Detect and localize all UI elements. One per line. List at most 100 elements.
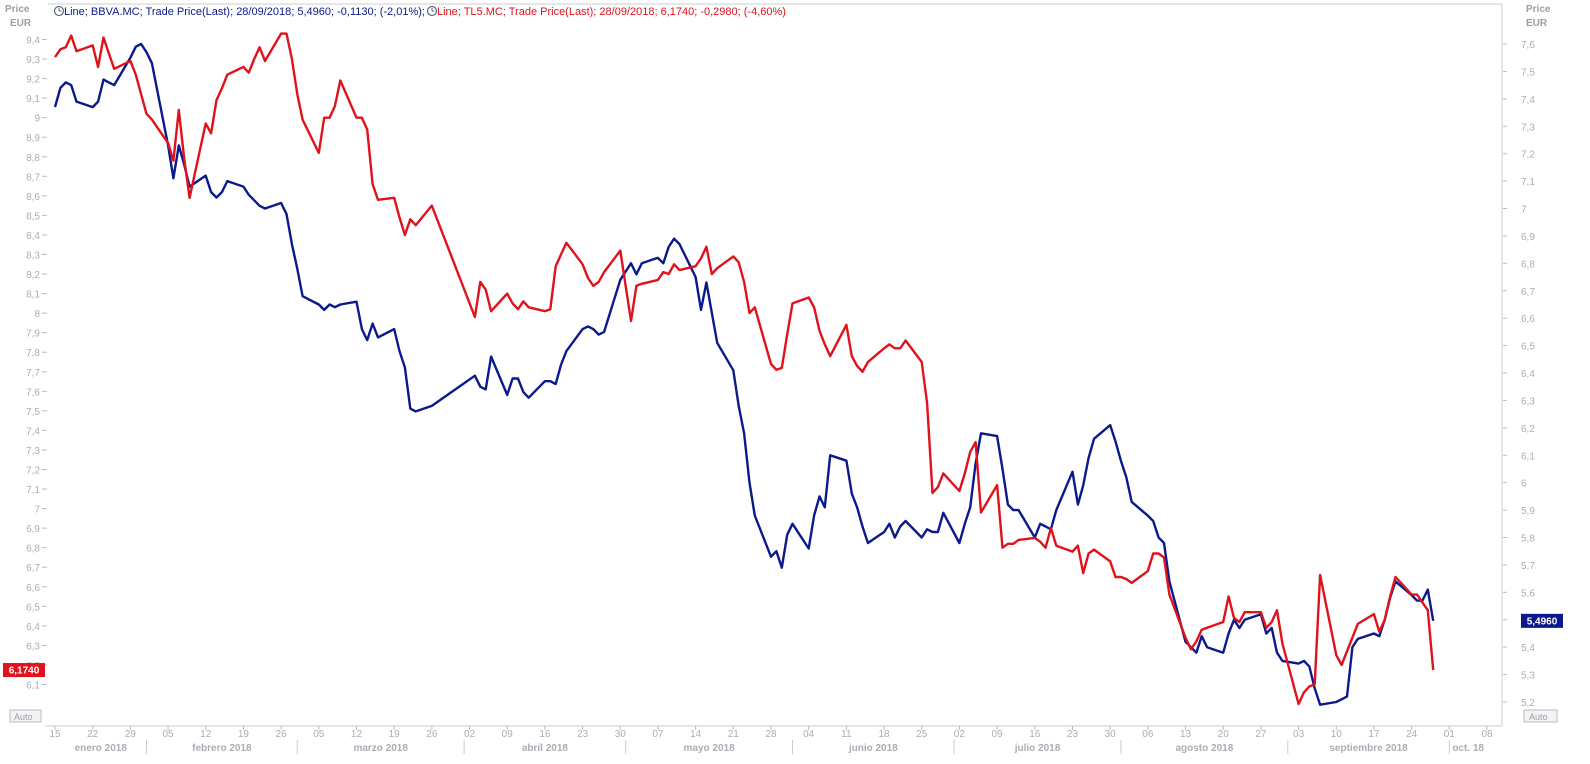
legend-item-bbva[interactable]: Line; BBVA.MC; Trade Price(Last); 28/09/…: [53, 5, 425, 18]
right-auto-button[interactable]: Auto: [1523, 709, 1558, 723]
right-tick-label: 6,6: [1521, 314, 1535, 325]
right-tick-label: 7,5: [1521, 67, 1535, 78]
last-price-label: 5,4960: [1527, 616, 1558, 627]
right-auto-label: Auto: [1529, 712, 1548, 722]
month-labels: enero 2018 febrero 2018 marzo 2018 abril 20…: [75, 740, 1484, 754]
x-tick-label: 09: [992, 729, 1004, 740]
right-axis: 7,6 7,5 7,4 7,3 7,2 7,1 7 6,9 6,8 6,7 6,6 6,5 6,4 6,3…: [1503, 40, 1535, 709]
left-tick-label: 7,5: [26, 407, 40, 418]
x-tick-label: 24: [1406, 729, 1418, 740]
x-tick-label: 07: [652, 729, 664, 740]
series-line-tl5-mc: [54, 32, 1435, 706]
left-axis-title-price: Price: [5, 4, 30, 15]
right-tick-label: 5,7: [1521, 561, 1535, 572]
left-tick-label: 7,8: [26, 348, 40, 359]
x-tick-label: 25: [916, 729, 928, 740]
x-tick-label: 30: [1105, 729, 1117, 740]
right-tick-label: 7,3: [1521, 122, 1535, 133]
legend-text-tl5: Line; TL5.MC; Trade Price(Last); 28/09/2…: [437, 6, 786, 18]
left-auto-button[interactable]: Auto: [9, 709, 42, 723]
last-price-badge: [3, 663, 45, 678]
right-tick-label: 5,6: [1521, 588, 1535, 599]
month-label: julio 2018: [1014, 743, 1061, 754]
right-tick-label: 6: [1521, 479, 1527, 490]
left-tick-label: 8,2: [26, 270, 40, 281]
left-axis: 9,4 9,3 9,2 9,1 9 8,9 8,8 8,7 8,6 8,5 8,4 8,3 8,2 8,1…: [26, 36, 47, 692]
series-lines: [53, 32, 1435, 706]
right-tick-label: 5,4: [1521, 643, 1535, 654]
left-tick-label: 6,1: [26, 681, 40, 692]
x-tick-label: 08: [1481, 729, 1493, 740]
left-tick-label: 7,1: [26, 485, 40, 496]
right-axis-title-unit: EUR: [1526, 18, 1548, 29]
left-tick-label: 6,8: [26, 544, 40, 555]
right-tick-label: 5,3: [1521, 671, 1535, 682]
x-tick-label: 26: [426, 729, 438, 740]
x-tick-label: 11: [841, 729, 852, 740]
left-tick-label: 7,2: [26, 466, 40, 477]
left-tick-label: 6,4: [26, 622, 40, 633]
x-tick-label: 29: [125, 729, 137, 740]
x-tick-label: 19: [238, 729, 250, 740]
x-tick-label: 16: [539, 729, 551, 740]
left-axis-title-unit: EUR: [10, 18, 32, 29]
left-tick-label: 9,2: [26, 75, 40, 86]
x-tick-label: 13: [1180, 729, 1192, 740]
x-tick-label: 03: [1293, 729, 1305, 740]
x-tick-label: 04: [803, 729, 815, 740]
left-tick-label: 6,7: [26, 563, 40, 574]
right-tick-label: 6,7: [1521, 287, 1535, 298]
left-tick-label: 6,6: [26, 583, 40, 594]
legend: Line; BBVA.MC; Trade Price(Last); 28/09/…: [53, 5, 786, 18]
left-tick-label: 8,7: [26, 172, 40, 183]
x-tick-label: 06: [1142, 729, 1154, 740]
x-tick-label: 09: [502, 729, 514, 740]
left-tick-label: 8,6: [26, 192, 40, 203]
month-label: abril 2018: [522, 743, 569, 754]
month-label: mayo 2018: [684, 743, 736, 754]
right-tick-label: 6,1: [1521, 451, 1535, 462]
right-tick-label: 6,5: [1521, 342, 1535, 353]
x-tick-label: 02: [464, 729, 476, 740]
x-tick-label: 14: [690, 729, 702, 740]
left-tick-label: 7,3: [26, 446, 40, 457]
left-tick-label: 9,4: [26, 36, 40, 47]
x-tick-label: 22: [87, 729, 99, 740]
left-tick-label: 7,7: [26, 368, 40, 379]
x-tick-label: 21: [728, 729, 740, 740]
x-tick-label: 19: [389, 729, 401, 740]
x-tick-label: 20: [1218, 729, 1230, 740]
x-tick-label: 30: [615, 729, 627, 740]
right-axis-title-price: Price: [1526, 4, 1551, 15]
legend-item-tl5[interactable]: Line; TL5.MC; Trade Price(Last); 28/09/2…: [426, 5, 786, 18]
right-tick-label: 7,2: [1521, 150, 1535, 161]
month-label: agosto 2018: [1175, 743, 1233, 754]
series-line-bbva-mc: [53, 42, 1435, 706]
right-tick-label: 6,9: [1521, 232, 1535, 243]
left-tick-label: 7,4: [26, 426, 40, 437]
right-tick-label: 5,9: [1521, 506, 1535, 517]
left-tick-label: 6,9: [26, 524, 40, 535]
right-tick-label: 6,3: [1521, 396, 1535, 407]
right-tick-label: 5,2: [1521, 698, 1535, 709]
left-tick-label: 9,1: [26, 94, 40, 105]
legend-text-bbva: Line; BBVA.MC; Trade Price(Last); 28/09/…: [64, 6, 425, 18]
left-tick-label: 8,3: [26, 251, 40, 262]
right-tick-label: 7: [1521, 205, 1527, 216]
right-tick-label: 7,6: [1521, 40, 1535, 51]
right-tick-label: 7,1: [1521, 177, 1535, 188]
right-tick-label: 6,8: [1521, 259, 1535, 270]
left-tick-label: 8,5: [26, 211, 40, 222]
month-label: junio 2018: [848, 743, 898, 754]
left-tick-label: 7,6: [26, 387, 40, 398]
left-tick-label: 8,8: [26, 153, 40, 164]
left-tick-label: 7,9: [26, 329, 40, 340]
x-tick-label: 02: [954, 729, 966, 740]
x-axis: 15 22 29 05 12 19 26 05 12 19 26 02 09 16 23 30 07 14 21 28…: [49, 726, 1493, 740]
x-tick-label: 26: [276, 729, 288, 740]
right-tick-label: 5,8: [1521, 534, 1535, 545]
month-label: enero 2018: [75, 743, 128, 754]
x-tick-label: 12: [200, 729, 212, 740]
last-price-label: 6,1740: [9, 666, 40, 677]
